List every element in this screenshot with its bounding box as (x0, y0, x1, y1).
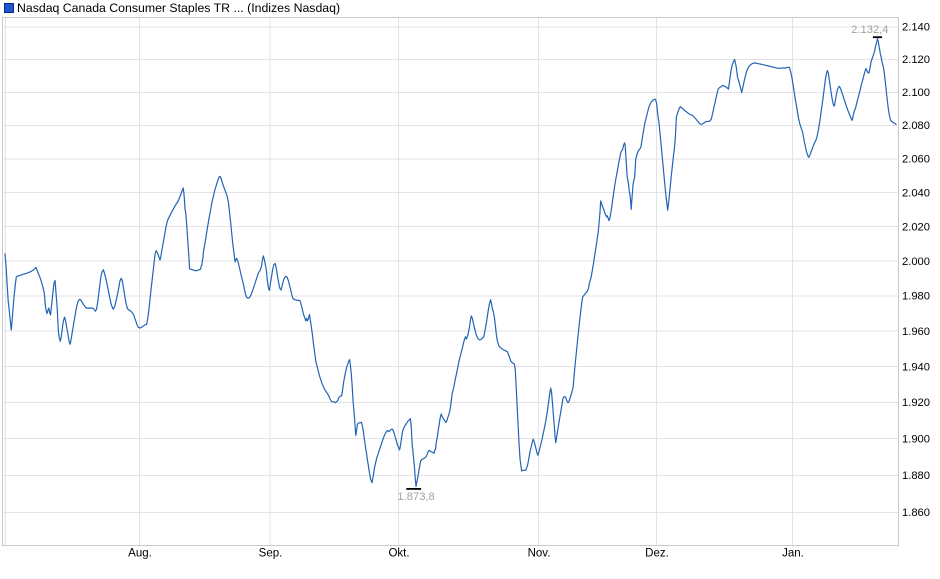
svg-text:2.000: 2.000 (902, 256, 930, 268)
svg-text:2.140: 2.140 (902, 22, 930, 34)
svg-text:2.060: 2.060 (902, 154, 930, 166)
svg-text:1.900: 1.900 (902, 433, 930, 445)
svg-text:Jan.: Jan. (782, 547, 804, 559)
svg-text:Aug.: Aug. (128, 547, 152, 559)
svg-text:2.080: 2.080 (902, 120, 930, 132)
svg-text:Nov.: Nov. (528, 547, 551, 559)
svg-text:2.040: 2.040 (902, 187, 930, 199)
svg-text:1.920: 1.920 (902, 397, 930, 409)
svg-text:1.860: 1.860 (902, 507, 930, 519)
svg-text:2.100: 2.100 (902, 87, 930, 99)
svg-text:2.132,4: 2.132,4 (851, 24, 888, 36)
svg-text:1.980: 1.980 (902, 291, 930, 303)
svg-text:2.020: 2.020 (902, 221, 930, 233)
svg-text:Okt.: Okt. (388, 547, 409, 559)
svg-text:1.873,8: 1.873,8 (397, 491, 434, 503)
svg-text:1.880: 1.880 (902, 470, 930, 482)
svg-text:2.120: 2.120 (902, 54, 930, 66)
svg-text:1.940: 1.940 (902, 361, 930, 373)
svg-text:1.960: 1.960 (902, 326, 930, 338)
svg-text:Dez.: Dez. (645, 547, 669, 559)
svg-text:Sep.: Sep. (259, 547, 283, 559)
